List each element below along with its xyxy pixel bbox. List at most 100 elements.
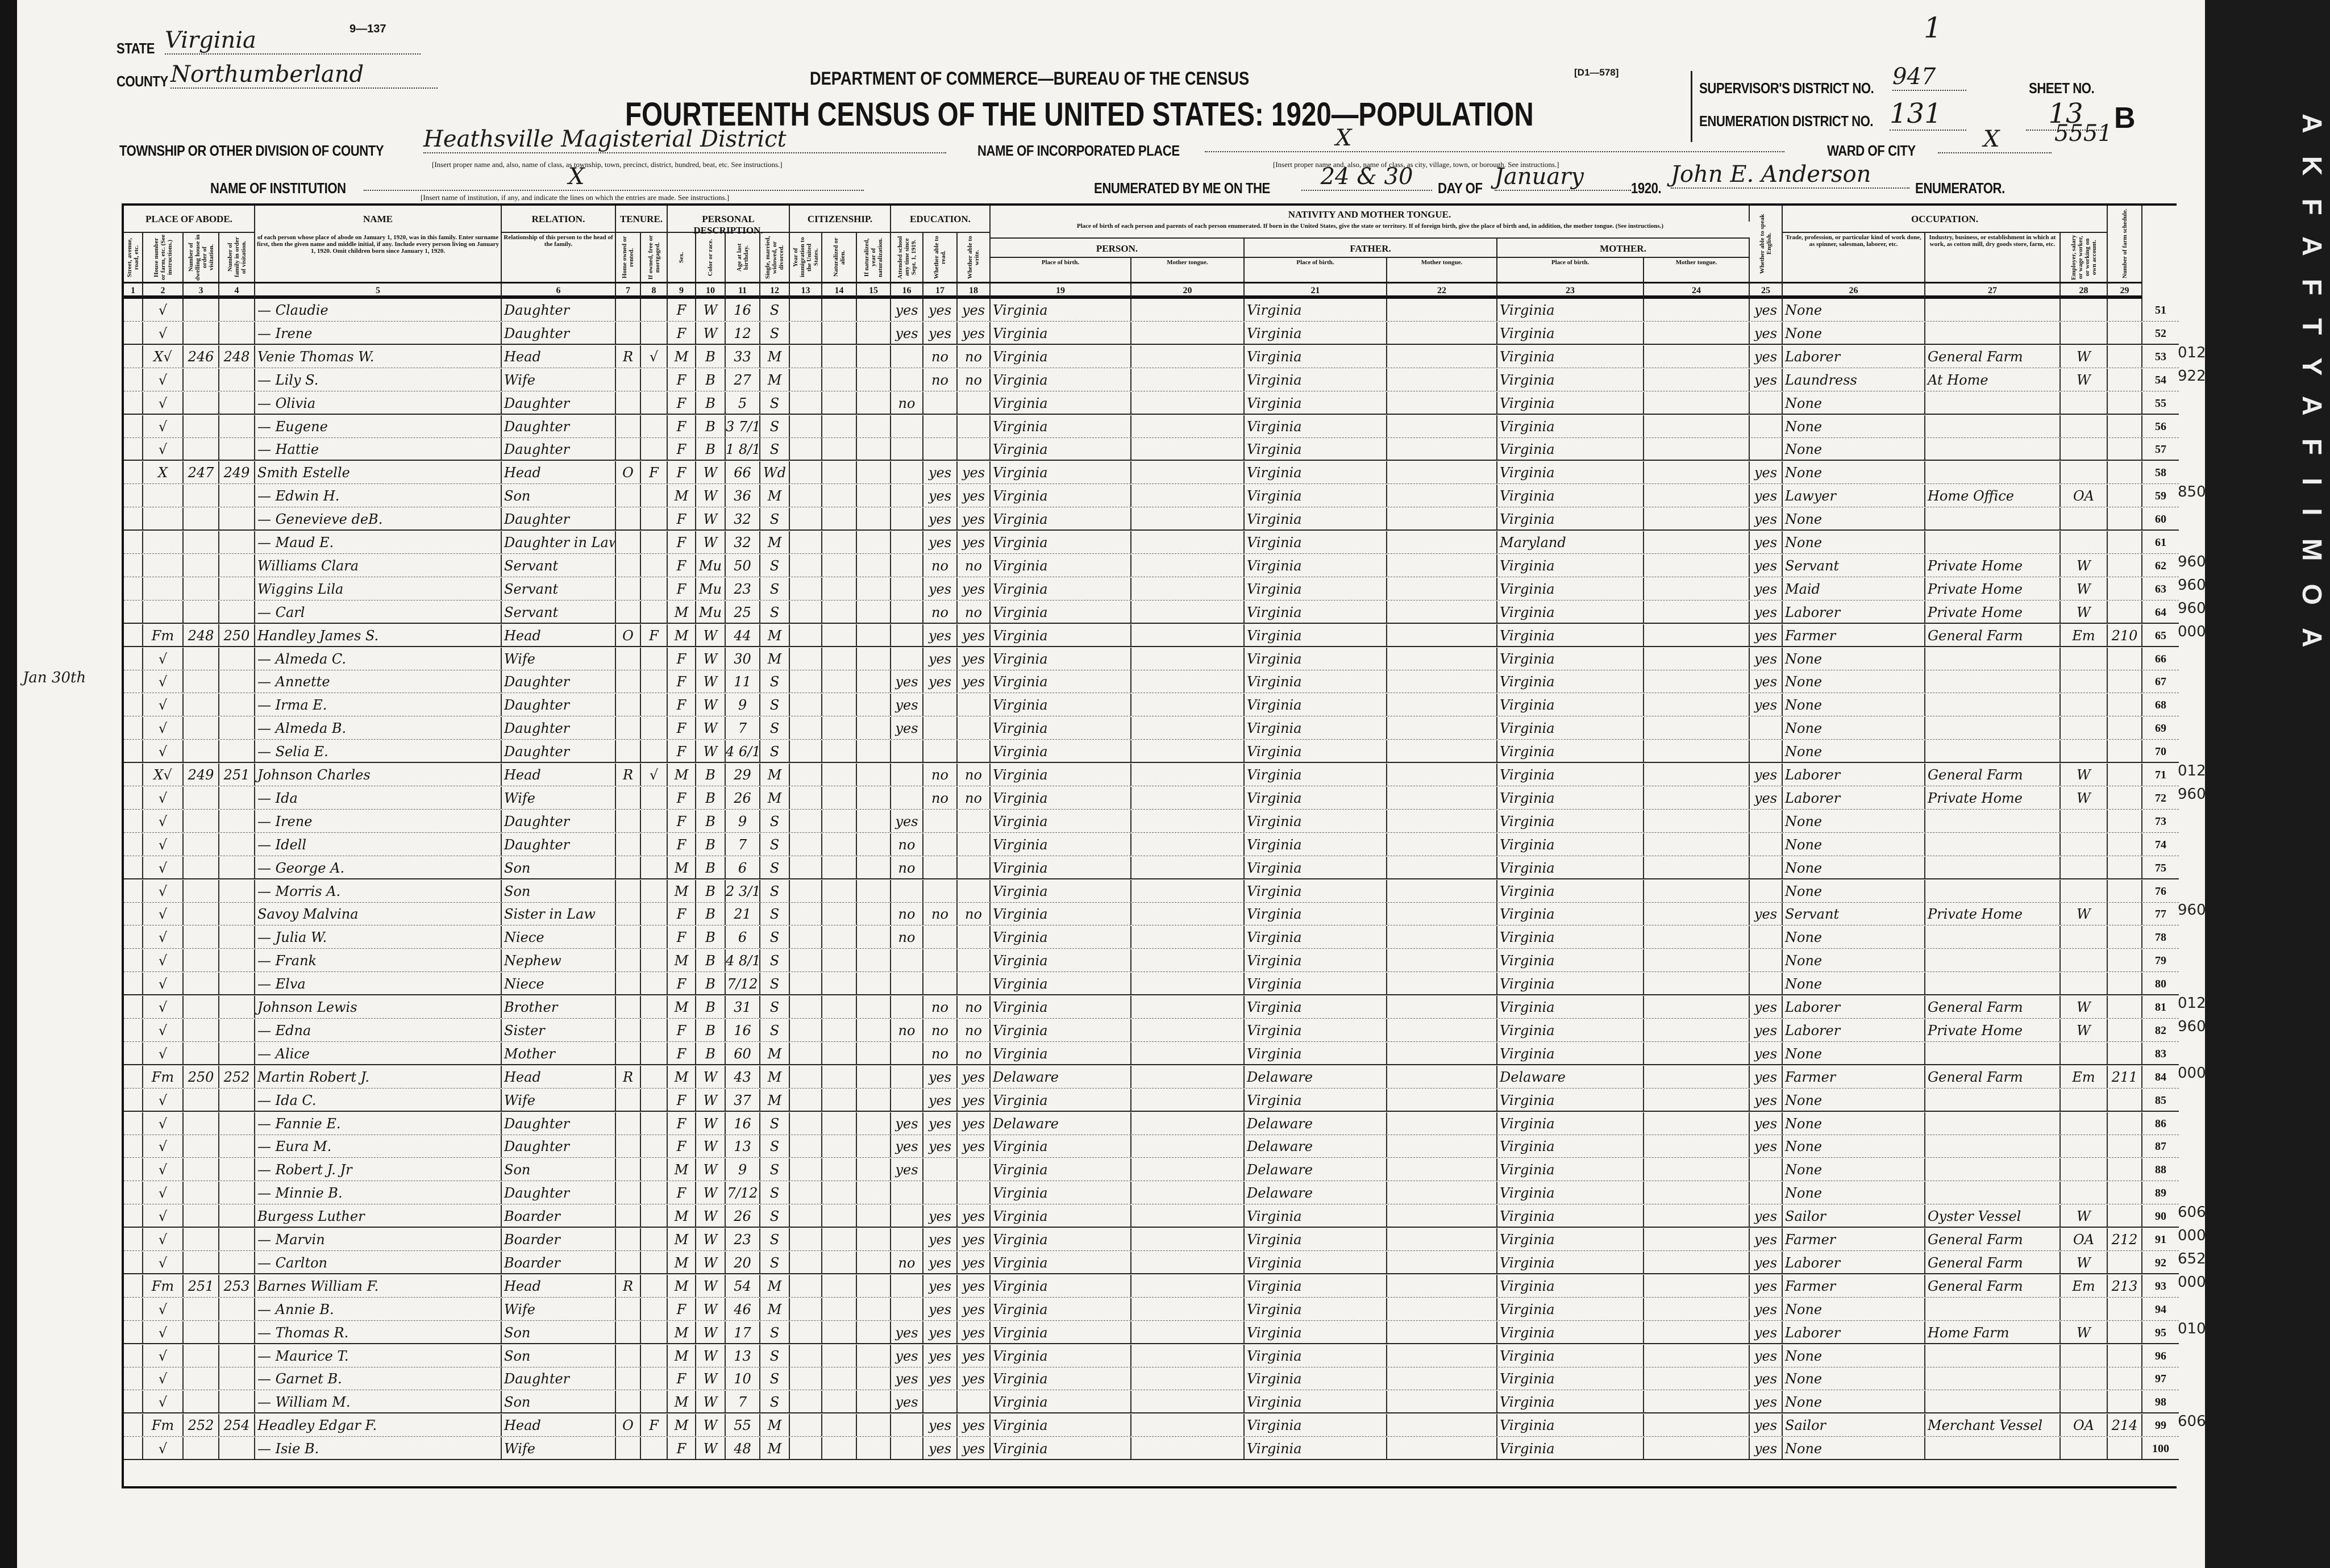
cell-mother-mother-tongue [1644, 1205, 1750, 1227]
cell-farm-schedule [2108, 577, 2142, 600]
cell-mother-tongue [1131, 531, 1245, 553]
cell-trade: None [1783, 415, 1925, 437]
cell-speaks-english: yes [1750, 996, 1783, 1018]
margin-code: 850 [2178, 483, 2206, 501]
cell-naturalization-year [857, 624, 891, 646]
cell-school [891, 996, 923, 1018]
cell-marital-status: M [760, 1042, 790, 1064]
cell-family-number [219, 1019, 255, 1041]
cell-speaks-english: yes [1750, 1251, 1783, 1273]
cell-farm-schedule [2108, 1367, 2142, 1390]
cell-mother-tongue [1131, 1367, 1245, 1390]
cell-farm-schedule [2108, 670, 2142, 693]
cell-sex: M [668, 1321, 696, 1343]
cell-father-birthplace: Virginia [1245, 1251, 1387, 1273]
cell-dwelling-number [184, 438, 219, 460]
cell-color: W [696, 1251, 726, 1273]
cell-house-mark: √ [143, 368, 184, 391]
cell-farm-schedule [2108, 391, 2142, 414]
institution-value: X [364, 164, 864, 191]
cell-marital-status: M [760, 624, 790, 646]
cell-immigration-year [790, 833, 822, 856]
cell-marital-status: S [760, 996, 790, 1018]
cell-sex: F [668, 1298, 696, 1320]
cell-marital-status: S [760, 903, 790, 925]
cell-father-mother-tongue [1387, 1391, 1497, 1413]
cell-home-tenure [616, 1158, 641, 1181]
film-border-left [0, 0, 17, 1568]
cell-sex: M [668, 1158, 696, 1181]
cell-house-mark: √ [143, 786, 184, 809]
cell-mother-tongue [1131, 554, 1245, 577]
cell-immigration-year [790, 1414, 822, 1437]
cell-write [958, 949, 991, 972]
cell-mother-mother-tongue [1644, 600, 1750, 623]
cell-worker-class [2061, 1112, 2108, 1135]
cell-farm-schedule [2108, 508, 2142, 530]
cell-relation: Wife [502, 368, 616, 391]
cell-relation: Daughter [502, 833, 616, 856]
column-header-20: Mother tongue. [1131, 258, 1245, 282]
cell-sex: M [668, 1205, 696, 1227]
margin-note: Jan 30th [23, 669, 86, 686]
cell-mother-birthplace: Virginia [1497, 554, 1644, 577]
cell-person-name: — Maurice T. [255, 1344, 502, 1367]
cell-farm-schedule [2108, 1391, 2142, 1413]
cell-read: yes [923, 1414, 958, 1437]
cell-marital-status: S [760, 1344, 790, 1367]
cell-color: W [696, 1135, 726, 1158]
cell-school [891, 438, 923, 460]
cell-school: yes [891, 694, 923, 716]
cell-age: 20 [726, 1251, 760, 1273]
cell-write: yes [958, 1135, 991, 1158]
cell-write: no [958, 554, 991, 577]
cell-street [124, 1135, 143, 1158]
cell-father-mother-tongue [1387, 1414, 1497, 1437]
cell-color: W [696, 1298, 726, 1320]
cell-age: 23 [726, 1228, 760, 1250]
cell-mother-mother-tongue [1644, 415, 1750, 437]
cell-read: yes [923, 1437, 958, 1459]
cell-birthplace: Virginia [991, 1205, 1131, 1227]
cell-mother-mother-tongue [1644, 1065, 1750, 1088]
cell-house-mark: √ [143, 740, 184, 762]
cell-trade: None [1783, 717, 1925, 740]
cell-home-tenure [616, 694, 641, 716]
cell-sex: F [668, 1019, 696, 1041]
cell-street [124, 996, 143, 1018]
cell-birthplace: Virginia [991, 1274, 1131, 1297]
margin-code: 000 [2178, 623, 2206, 640]
cell-person-name: — Genevieve deB. [255, 508, 502, 530]
cell-birthplace: Virginia [991, 647, 1131, 670]
cell-person-name: — Ida [255, 786, 502, 809]
cell-write: no [958, 1019, 991, 1041]
cell-home-tenure [616, 856, 641, 878]
cell-street [124, 1205, 143, 1227]
cell-relation: Mother [502, 1042, 616, 1064]
cell-read [923, 391, 958, 414]
cell-relation: Daughter [502, 1112, 616, 1135]
column-number: 13 [790, 282, 822, 299]
cell-industry: Merchant Vessel [1925, 1414, 2061, 1437]
cell-mortgage [641, 1228, 668, 1250]
cell-industry: Private Home [1925, 600, 2061, 623]
cell-family-number [219, 600, 255, 623]
cell-immigration-year [790, 391, 822, 414]
cell-person-name: Barnes William F. [255, 1274, 502, 1297]
cell-mother-tongue [1131, 786, 1245, 809]
census-table: PLACE OF ABODE. TENURE. PERSONAL DESCRIPTI… [122, 203, 2179, 1488]
cell-father-birthplace: Virginia [1245, 670, 1387, 693]
cell-naturalized [822, 299, 857, 321]
cell-age: 54 [726, 1274, 760, 1297]
cell-write [958, 694, 991, 716]
cell-birthplace: Virginia [991, 299, 1131, 321]
cell-house-mark: √ [143, 833, 184, 856]
cell-mother-birthplace: Virginia [1497, 577, 1644, 600]
cell-person-name: — Julia W. [255, 926, 502, 949]
cell-immigration-year [790, 996, 822, 1018]
cell-dwelling-number [184, 415, 219, 437]
cell-trade: None [1783, 879, 1925, 902]
line-number: 90 [2155, 1210, 2166, 1223]
